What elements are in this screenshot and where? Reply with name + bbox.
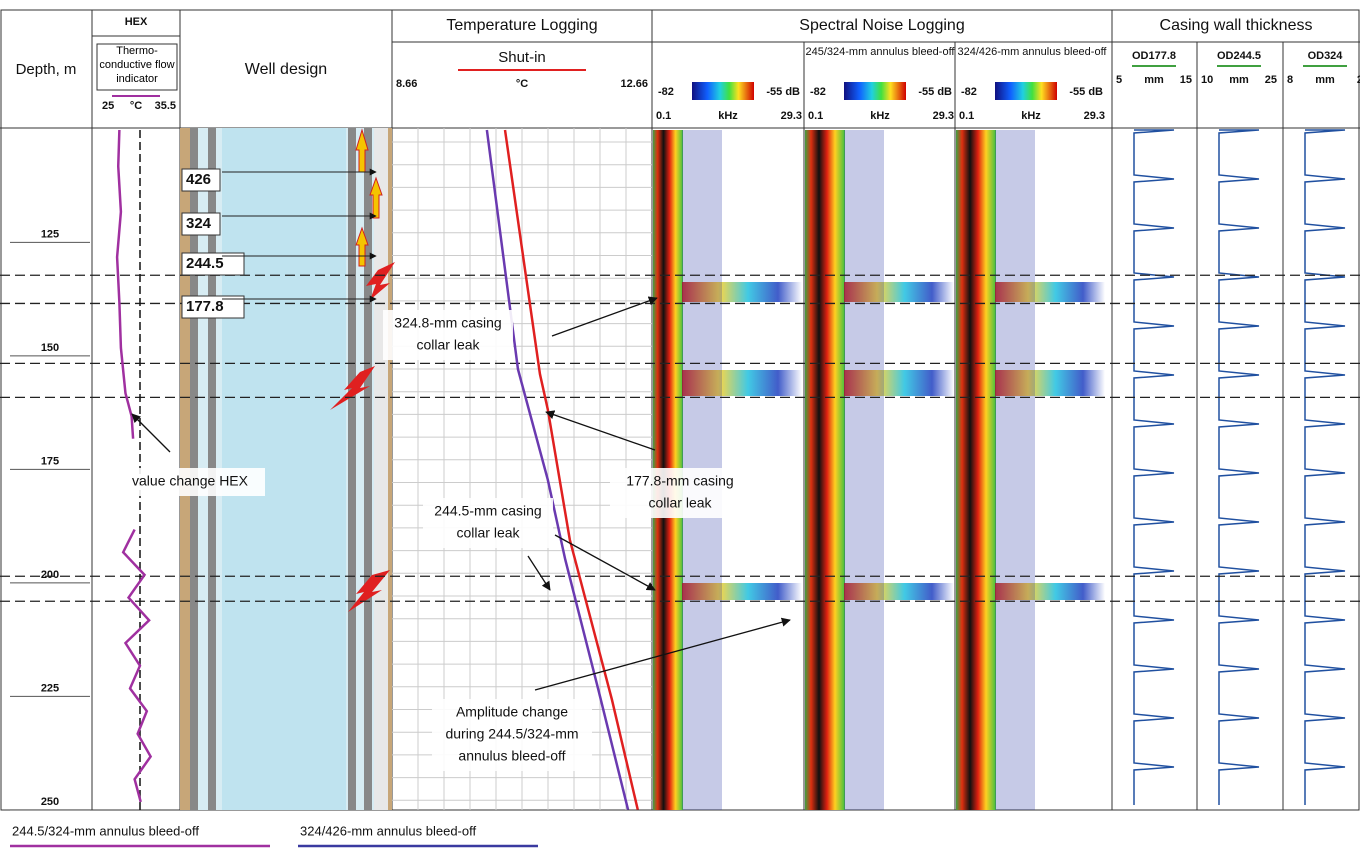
freq-unit: kHz bbox=[718, 110, 738, 122]
freq-max: 29.3 bbox=[1084, 110, 1105, 122]
colorbar-max: -55 dB bbox=[918, 86, 952, 98]
freq-min: 0.1 bbox=[959, 110, 974, 122]
casing-curve bbox=[1305, 130, 1345, 805]
colorbar-max: -55 dB bbox=[766, 86, 800, 98]
freq-unit: kHz bbox=[1021, 110, 1041, 122]
casing-min: 5 bbox=[1116, 74, 1122, 86]
freq-unit: kHz bbox=[870, 110, 890, 122]
colorbar-min: -82 bbox=[961, 86, 977, 98]
colorbar bbox=[692, 82, 754, 100]
hex-subtitle: Thermo-conductive flow indicator bbox=[97, 44, 177, 86]
casing-title: Casing wall thickness bbox=[1160, 17, 1313, 34]
hex-unit: °C bbox=[130, 100, 142, 112]
temperature-min: 8.66 bbox=[396, 78, 417, 90]
temperature-subtitle: Shut-in bbox=[498, 49, 546, 66]
casing-curve bbox=[1134, 130, 1174, 805]
annotation-text: 324.8-mm casing bbox=[394, 315, 501, 331]
casing-max: 15 bbox=[1180, 74, 1192, 86]
colorbar-min: -82 bbox=[810, 86, 826, 98]
casing-label: 244.5 bbox=[186, 255, 224, 272]
annotation-text: 244.5-mm casing bbox=[434, 503, 541, 519]
annotation-text: collar leak bbox=[456, 525, 520, 541]
colorbar bbox=[844, 82, 906, 100]
annotation-text: 177.8-mm casing bbox=[626, 473, 733, 489]
depth-tick-label: 125 bbox=[41, 228, 59, 240]
depth-label: Depth, m bbox=[16, 61, 77, 78]
annotation-text: collar leak bbox=[648, 495, 712, 511]
freq-min: 0.1 bbox=[808, 110, 823, 122]
casing-unit: mm bbox=[1229, 74, 1249, 86]
freq-max: 29.3 bbox=[781, 110, 802, 122]
annotation-text: collar leak bbox=[416, 337, 480, 353]
depth-tick-label: 200 bbox=[41, 569, 59, 581]
casing-track-name: OD177.8 bbox=[1132, 50, 1176, 62]
well-log-figure: -82 -55 dB 0.1 kHz 29.3 -82 -55 dB 0.1 kHz 29.3 -8… bbox=[0, 0, 1360, 853]
depth-tick-label: 175 bbox=[41, 455, 59, 467]
noise-panels: -82 -55 dB 0.1 kHz 29.3 -82 -55 dB 0.1 kHz 29.3 -8… bbox=[653, 82, 1105, 810]
hex-title: HEX bbox=[125, 16, 148, 28]
depth-tick-label: 250 bbox=[41, 796, 59, 808]
annotation-text: value change HEX bbox=[132, 473, 249, 489]
noise-band bbox=[805, 130, 845, 810]
legend-label: 244.5/324-mm annulus bleed-off bbox=[12, 823, 199, 838]
annotation-text: annulus bleed-off bbox=[458, 748, 565, 764]
colorbar-min: -82 bbox=[658, 86, 674, 98]
casing-track-name: OD324 bbox=[1308, 50, 1344, 62]
casing-label: 177.8 bbox=[186, 298, 224, 315]
depth-tick-label: 225 bbox=[41, 682, 59, 694]
annotation-arrow bbox=[132, 414, 170, 452]
casing-min: 8 bbox=[1287, 74, 1293, 86]
casing-min: 10 bbox=[1201, 74, 1213, 86]
casing-track-name: OD244.5 bbox=[1217, 50, 1261, 62]
depth-tick-label: 150 bbox=[41, 342, 59, 354]
hex-curve bbox=[123, 530, 150, 802]
casing-curve bbox=[1219, 130, 1259, 805]
hex-curve bbox=[117, 130, 133, 439]
annotation-text: Amplitude change bbox=[456, 704, 568, 720]
noise-speckle bbox=[844, 130, 884, 810]
hex-max: 35.5 bbox=[155, 100, 176, 112]
noise-panel-3-title: 324/426-mm annulus bleed-off bbox=[957, 46, 1107, 58]
casing-label: 426 bbox=[186, 171, 211, 188]
temperature-max: 12.66 bbox=[620, 78, 648, 90]
noise-speckle bbox=[995, 130, 1035, 810]
temperature-unit: °C bbox=[516, 78, 528, 90]
hex-subtitle-box: Thermo-conductive flow indicator bbox=[97, 44, 177, 90]
colorbar bbox=[995, 82, 1057, 100]
noise-title: Spectral Noise Logging bbox=[799, 17, 964, 34]
colorbar-max: -55 dB bbox=[1069, 86, 1103, 98]
casing-unit: mm bbox=[1144, 74, 1164, 86]
casing-unit: mm bbox=[1315, 74, 1335, 86]
casing-max: 25 bbox=[1265, 74, 1277, 86]
legend-label: 324/426-mm annulus bleed-off bbox=[300, 823, 476, 838]
well-design-title: Well design bbox=[245, 61, 327, 78]
hex-min: 25 bbox=[102, 100, 114, 112]
annotation-text: during 244.5/324-mm bbox=[445, 726, 578, 742]
casing-label: 324 bbox=[186, 215, 212, 232]
freq-max: 29.3 bbox=[933, 110, 954, 122]
noise-panel-2-title: 245/324-mm annulus bleed-off bbox=[805, 46, 955, 58]
temperature-title: Temperature Logging bbox=[446, 17, 597, 34]
noise-band bbox=[956, 130, 996, 810]
freq-min: 0.1 bbox=[656, 110, 671, 122]
